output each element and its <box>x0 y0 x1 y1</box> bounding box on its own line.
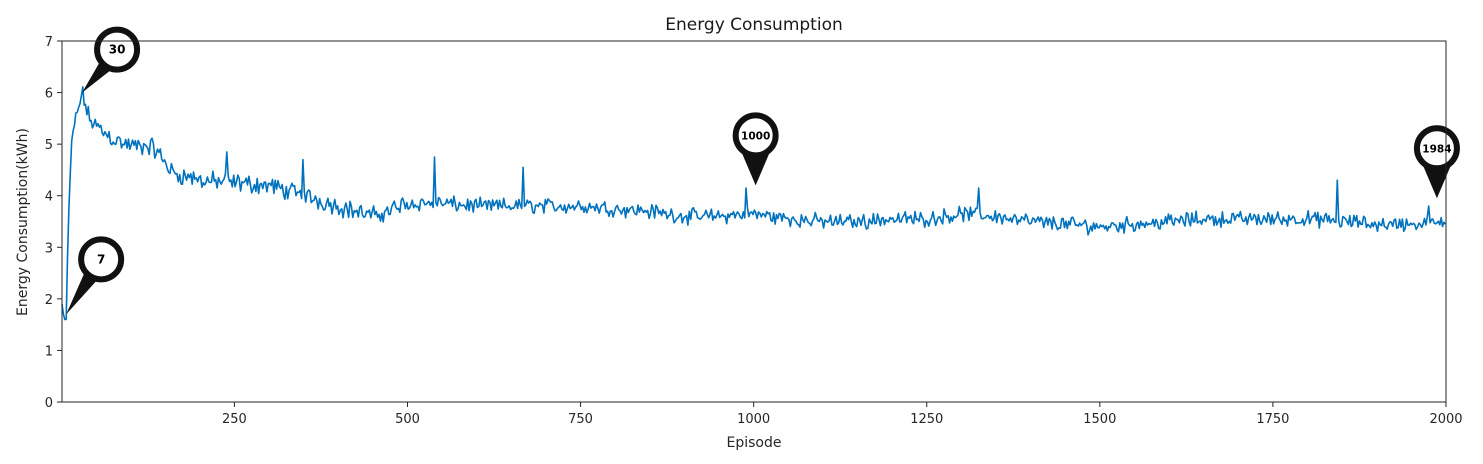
plot-frame <box>61 40 1447 403</box>
chart-title: Energy Consumption <box>665 15 843 35</box>
y-axis-title: Energy Consumption(kWh) <box>15 128 31 316</box>
x-tick-label: 2000 <box>1429 412 1462 427</box>
annotation-label: 30 <box>109 43 126 57</box>
annotation-label: 7 <box>97 252 105 266</box>
x-tick-label: 1250 <box>910 412 943 427</box>
x-tick-label: 1000 <box>737 412 770 427</box>
y-tick-label: 3 <box>45 241 53 256</box>
annotation-marker-1000: 1000 <box>732 112 779 186</box>
series-line-energy-consumption <box>61 86 1446 321</box>
y-tick-label: 5 <box>45 138 53 153</box>
axis-ticks: 250 500 750 1000 1250 1500 1750 2000 0 1 2 3 4 5 6 7 <box>45 35 1463 427</box>
y-tick-label: 7 <box>45 35 53 50</box>
x-tick-label: 1750 <box>1256 412 1289 427</box>
y-tick-label: 1 <box>45 344 53 359</box>
y-tick-label: 0 <box>45 396 53 411</box>
x-tick-label: 750 <box>568 412 593 427</box>
y-tick-label: 4 <box>45 190 53 205</box>
annotation-markers: 7 30 1000 1984 <box>66 26 1460 315</box>
x-tick-label: 500 <box>395 412 420 427</box>
x-tick-label: 1500 <box>1083 412 1116 427</box>
y-tick-label: 6 <box>45 87 53 102</box>
pin-head <box>1413 125 1460 172</box>
pin-head <box>94 26 141 73</box>
annotation-marker-30: 30 <box>82 26 141 93</box>
pin-head <box>732 112 779 159</box>
x-tick-label: 250 <box>222 412 247 427</box>
x-axis-title: Episode <box>727 435 782 451</box>
annotation-label: 1000 <box>741 130 770 142</box>
annotation-marker-1984: 1984 <box>1413 125 1460 199</box>
annotation-label: 1984 <box>1422 143 1451 155</box>
annotation-marker-7: 7 <box>66 236 125 315</box>
pin-head <box>78 236 125 283</box>
y-tick-label: 2 <box>45 293 53 308</box>
